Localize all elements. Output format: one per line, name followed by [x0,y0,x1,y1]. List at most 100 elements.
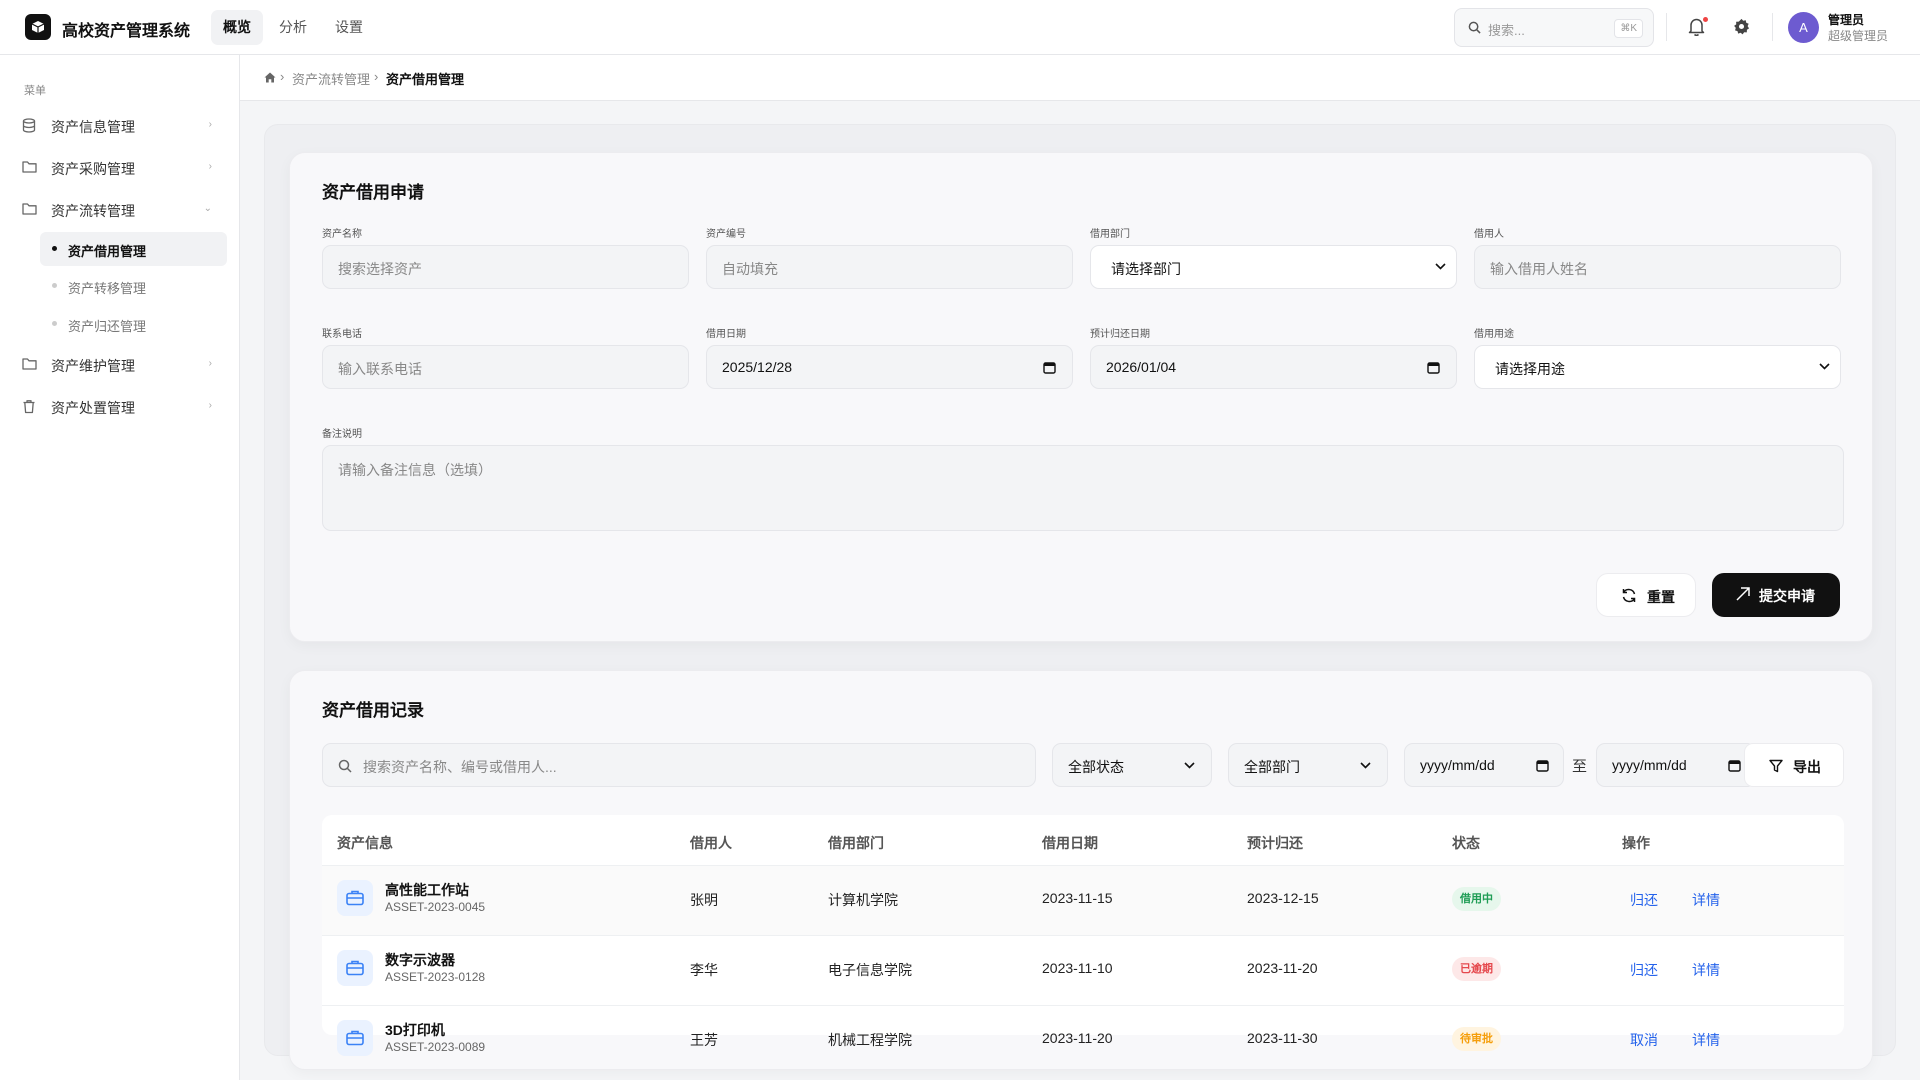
user-name: 管理员 [1828,13,1865,27]
date-range-to: 至 [1572,758,1588,775]
tab-analysis[interactable]: 分析 [279,19,307,35]
department-value: 请选择部门 [1111,261,1181,277]
records-table: 资产信息 借用人 借用部门 借用日期 预计归还 状态 操作 高性能工作站 ASS… [322,815,1844,1056]
return-date-cell: 2023-12-15 [1247,890,1319,906]
tab-overview[interactable]: 概览 [211,10,263,45]
home-icon[interactable] [264,72,276,83]
gear-icon[interactable] [1733,18,1750,35]
filter-icon [1769,759,1783,773]
return-action[interactable]: 归还 [1630,962,1658,978]
remark-textarea[interactable]: 请输入备注信息（选填） [322,445,1844,531]
records-search-input[interactable]: 搜索资产名称、编号或借用人... [322,743,1036,787]
col-header-status: 状态 [1452,835,1480,851]
asset-briefcase-icon [337,1020,373,1056]
cancel-action[interactable]: 取消 [1630,1032,1658,1048]
calendar-icon[interactable] [1043,361,1056,374]
col-header-actions: 操作 [1622,835,1650,851]
bullet-dot [52,283,57,288]
asset-name-placeholder: 搜索选择资产 [338,261,422,277]
borrow-records-card: 资产借用记录 搜索资产名称、编号或借用人... 全部状态 全部部门 yyyy/m… [289,670,1873,1070]
sidebar-item-label: 资产流转管理 [51,203,135,219]
sidebar-item-asset-purchase[interactable]: 资产采购管理 › [20,149,220,185]
asset-name-label: 资产名称 [322,229,362,240]
dept-filter-select[interactable]: 全部部门 [1228,743,1388,787]
notification-dot [1703,17,1708,22]
search-icon [1468,21,1481,34]
breadcrumb-separator: › [280,69,285,84]
submit-button[interactable]: 提交申请 [1712,573,1840,617]
department-cell: 机械工程学院 [828,1032,912,1048]
avatar[interactable]: A [1788,12,1819,43]
sidebar-item-asset-info[interactable]: 资产信息管理 › [20,107,220,143]
chevron-right-icon: › [208,358,212,369]
sidebar-subitem-borrow[interactable]: 资产借用管理 [40,232,227,266]
sidebar-item-asset-disposal[interactable]: 资产处置管理 › [20,388,220,424]
borrow-form-card: 资产借用申请 资产名称 搜索选择资产 资产编号 自动填充 借用部门 请选择部门 … [289,152,1873,642]
sidebar-subitem-return[interactable]: 资产归还管理 [40,307,227,341]
chevron-down-icon [1184,762,1195,769]
asset-briefcase-icon [337,950,373,986]
asset-code: ASSET-2023-0128 [385,970,486,984]
asset-name-input[interactable]: 搜索选择资产 [322,245,689,289]
department-select[interactable]: 请选择部门 [1090,245,1457,289]
detail-action[interactable]: 详情 [1692,1032,1720,1048]
return-date-input[interactable]: 2026/01/04 [1090,345,1457,389]
calendar-icon[interactable] [1427,361,1440,374]
purpose-select[interactable]: 请选择用途 [1474,345,1841,389]
sidebar-item-label: 资产维护管理 [51,358,135,374]
reset-button[interactable]: 重置 [1596,573,1696,617]
sidebar-item-asset-flow[interactable]: 资产流转管理 ⌄ [20,191,220,227]
folder-icon [22,203,37,215]
records-title: 资产借用记录 [322,701,424,720]
return-action[interactable]: 归还 [1630,892,1658,908]
search-icon [338,759,352,773]
asset-briefcase-icon [337,880,373,916]
breadcrumb-parent[interactable]: 资产流转管理 [292,72,371,87]
remark-label: 备注说明 [322,429,362,440]
records-search-placeholder: 搜索资产名称、编号或借用人... [363,759,557,775]
sidebar-subitem-transfer[interactable]: 资产转移管理 [40,269,227,303]
purpose-label: 借用用途 [1474,329,1514,340]
sidebar-item-label: 资产信息管理 [51,119,135,135]
status-filter-select[interactable]: 全部状态 [1052,743,1212,787]
breadcrumb-separator: › [374,69,379,84]
table-row: 数字示波器 ASSET-2023-0128 李华 电子信息学院 2023-11-… [322,935,1844,1005]
export-button[interactable]: 导出 [1744,743,1844,787]
borrower-label: 借用人 [1474,229,1504,240]
database-icon [22,118,36,133]
borrow-date-cell: 2023-11-10 [1042,960,1113,976]
end-date-input[interactable]: yyyy/mm/dd [1596,743,1756,787]
borrow-date-cell: 2023-11-20 [1042,1030,1113,1046]
detail-action[interactable]: 详情 [1692,892,1720,908]
asset-code-input[interactable]: 自动填充 [706,245,1073,289]
calendar-icon[interactable] [1536,759,1549,772]
breadcrumb-current: 资产借用管理 [386,72,465,87]
chevron-right-icon: › [208,119,212,130]
logo-cube-icon [25,14,51,40]
sidebar-item-asset-maintenance[interactable]: 资产维护管理 › [20,346,220,382]
phone-input[interactable]: 输入联系电话 [322,345,689,389]
remark-placeholder: 请输入备注信息（选填） [338,462,492,478]
folder-icon [22,161,37,173]
table-row: 高性能工作站 ASSET-2023-0045 张明 计算机学院 2023-11-… [322,865,1844,935]
calendar-icon[interactable] [1728,759,1741,772]
sidebar-item-label: 资产采购管理 [51,161,135,177]
global-search-input[interactable]: 搜索... ⌘K [1454,8,1654,47]
return-date-cell: 2023-11-20 [1247,960,1318,976]
tab-settings[interactable]: 设置 [335,19,363,35]
chevron-down-icon: ⌄ [203,203,212,214]
borrow-date-input[interactable]: 2025/12/28 [706,345,1073,389]
phone-label: 联系电话 [322,329,362,340]
borrower-cell: 王芳 [690,1032,718,1048]
asset-name: 高性能工作站 [385,882,469,898]
start-date-input[interactable]: yyyy/mm/dd [1404,743,1564,787]
submit-label: 提交申请 [1759,588,1815,604]
return-date-value: 2026/01/04 [1106,359,1177,375]
bell-icon[interactable] [1688,17,1705,36]
purpose-value: 请选择用途 [1495,361,1565,377]
asset-code-placeholder: 自动填充 [722,261,778,277]
borrower-input[interactable]: 输入借用人姓名 [1474,245,1841,289]
detail-action[interactable]: 详情 [1692,962,1720,978]
sidebar-item-label: 资产处置管理 [51,400,135,416]
user-role: 超级管理员 [1828,29,1889,43]
